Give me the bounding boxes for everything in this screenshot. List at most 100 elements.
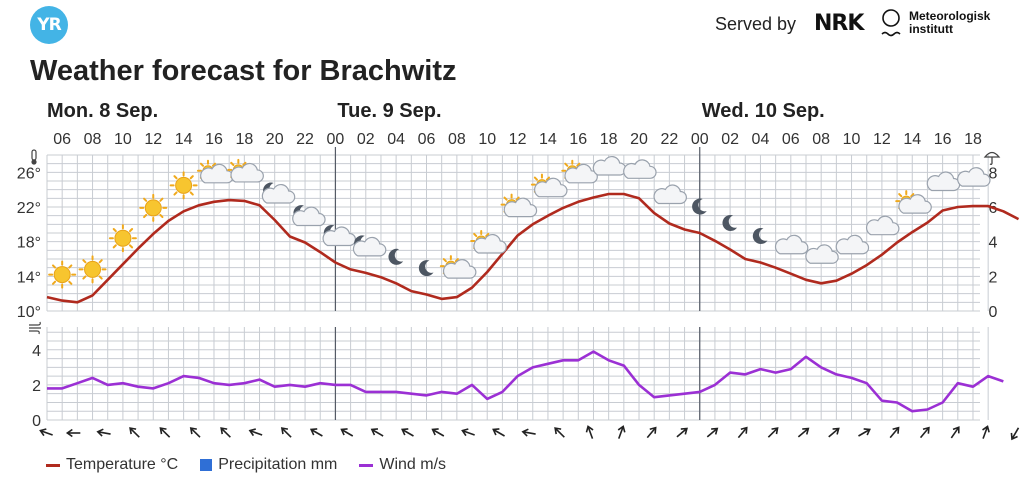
wind-direction-arrow bbox=[797, 427, 810, 438]
hour-tick-label: 08 bbox=[84, 131, 102, 148]
cloud-shape bbox=[592, 155, 627, 176]
sun-ray bbox=[199, 162, 205, 167]
wind-direction-arrow bbox=[492, 428, 505, 437]
arrow-shaft bbox=[372, 429, 384, 437]
sun-ray bbox=[82, 259, 87, 264]
wind-direction-arrow bbox=[706, 427, 719, 438]
weather-symbols bbox=[48, 155, 991, 289]
sun-ray bbox=[485, 232, 490, 238]
cloud-shape bbox=[774, 234, 809, 255]
hour-tick-label: 02 bbox=[721, 131, 739, 148]
temperature-tick-label: 26° bbox=[17, 165, 41, 182]
wind-direction-arrow bbox=[1010, 427, 1020, 441]
wind-icon bbox=[29, 321, 41, 335]
sun-ray bbox=[173, 175, 178, 180]
moon-shape bbox=[752, 228, 768, 245]
sun-ray bbox=[68, 280, 73, 285]
hour-tick-label: 16 bbox=[569, 131, 587, 148]
arrow-shaft bbox=[555, 428, 565, 438]
arrow-shaft bbox=[98, 431, 111, 435]
sun-ray bbox=[128, 228, 134, 233]
cloudy-icon bbox=[653, 184, 687, 205]
cloud-shape bbox=[534, 177, 568, 198]
precipitation-tick-label: 2 bbox=[989, 269, 998, 286]
sun-ray bbox=[211, 162, 217, 167]
hour-tick-label: 20 bbox=[266, 131, 284, 148]
wind-direction-arrow bbox=[889, 426, 900, 439]
precipitation-tick-label: 8 bbox=[989, 165, 998, 182]
wind-direction-arrow bbox=[828, 427, 840, 438]
arrow-shaft bbox=[341, 429, 354, 437]
arrow-shaft bbox=[919, 427, 929, 439]
nrk-logo[interactable]: NRK bbox=[814, 11, 864, 36]
umbrella-canopy bbox=[983, 151, 1001, 158]
arrow-shaft bbox=[523, 431, 536, 435]
arrow-shaft bbox=[982, 427, 988, 439]
precipitation-tick-label: 0 bbox=[989, 304, 998, 321]
page-title: Weather forecast for Brachwitz bbox=[30, 55, 457, 87]
sun-ray bbox=[910, 193, 915, 198]
cloudy-icon bbox=[592, 155, 627, 176]
wind-direction-arrow bbox=[521, 428, 536, 437]
hour-tick-label: 06 bbox=[53, 131, 71, 148]
partly-cloudy-night-icon bbox=[352, 235, 387, 257]
arrow-head bbox=[340, 428, 348, 436]
hour-tick-label: 18 bbox=[964, 131, 982, 148]
sun-ray bbox=[533, 176, 538, 181]
cloud-shape bbox=[957, 167, 991, 187]
legend-label: Wind m/s bbox=[379, 456, 447, 473]
arrow-shaft bbox=[889, 427, 899, 439]
clear-night-icon bbox=[418, 260, 434, 277]
sun-disc bbox=[53, 266, 71, 284]
arrow-head bbox=[863, 428, 871, 436]
arrow-shaft bbox=[676, 428, 687, 438]
arrow-head bbox=[248, 428, 257, 437]
wind-direction-arrow bbox=[737, 426, 748, 439]
arrow-head bbox=[771, 427, 779, 435]
umbrella-icon bbox=[983, 151, 1001, 165]
arrow-shaft bbox=[402, 429, 414, 437]
arrow-shaft bbox=[130, 428, 140, 438]
partly-cloudy-night-icon bbox=[292, 205, 326, 227]
chart-grid bbox=[46, 154, 989, 421]
arrow-shaft bbox=[41, 430, 53, 436]
wind-direction-arrow bbox=[65, 428, 81, 438]
arrow-head bbox=[680, 427, 688, 435]
arrow-shaft bbox=[221, 428, 231, 438]
cloud-shape bbox=[503, 197, 538, 218]
wind-direction-arrow bbox=[982, 425, 990, 439]
wind-direction-arrow bbox=[919, 426, 930, 439]
wind-line bbox=[47, 350, 1004, 413]
cloud-shape bbox=[805, 244, 839, 264]
cloud-shape bbox=[835, 234, 870, 255]
sun-ray bbox=[173, 191, 178, 196]
arrow-head bbox=[1010, 432, 1018, 441]
hour-tick-label: 18 bbox=[235, 131, 253, 148]
temperature-tick-label: 18° bbox=[17, 235, 41, 252]
arrow-shaft bbox=[950, 427, 959, 439]
umbrella-handle bbox=[989, 157, 993, 165]
yr-logo[interactable]: YR bbox=[30, 6, 68, 44]
arrow-shaft bbox=[646, 427, 656, 439]
moon-shape bbox=[722, 215, 738, 232]
arrow-shaft bbox=[587, 427, 594, 439]
arrow-shaft bbox=[463, 430, 475, 436]
moon-shape bbox=[692, 198, 707, 215]
cloud-shape bbox=[230, 162, 264, 183]
arrow-head bbox=[740, 426, 748, 434]
sun-ray bbox=[189, 175, 194, 180]
sun-ray bbox=[189, 191, 194, 196]
clear-night-icon bbox=[752, 228, 768, 245]
cloudy-icon bbox=[774, 234, 809, 255]
arrow-shaft bbox=[1011, 427, 1020, 439]
sun-ray bbox=[898, 193, 903, 198]
sun-icon bbox=[48, 260, 77, 289]
arrow-shaft bbox=[858, 429, 870, 437]
sun-ray bbox=[545, 176, 551, 181]
arrow-head bbox=[554, 427, 562, 435]
hour-tick-label: 10 bbox=[114, 131, 132, 148]
day-label: Mon. 8 Sep. bbox=[47, 100, 158, 122]
hour-tick-label: 22 bbox=[296, 131, 314, 148]
wind-direction-arrow bbox=[585, 425, 594, 439]
hour-tick-label: 14 bbox=[175, 131, 193, 148]
